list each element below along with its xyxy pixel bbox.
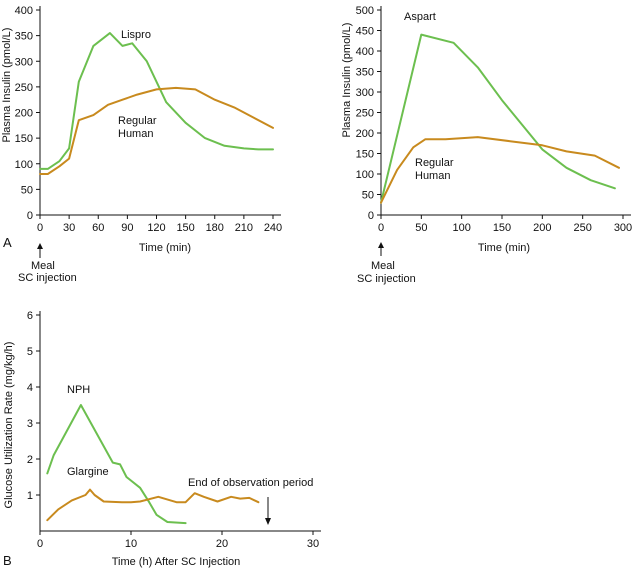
chart3-y-tick-label: 5 [27,346,33,358]
chart2-series-regular-human [380,136,620,204]
label-meal-right: Meal [371,260,395,272]
chart2-x-tick-label: 100 [452,222,470,234]
chart2-y-tick-label: 100 [356,169,374,181]
label-sc-injection-right: SC injection [357,273,416,285]
chart3-x-tick-label: 30 [307,538,319,550]
chart1-x-tick-label: 150 [176,222,194,234]
end-observation-arrowhead [265,518,271,525]
chart1-y-tick-label: 200 [15,108,33,120]
chart1-y-tick-label: 250 [15,82,33,94]
chart2-y-tick-label: 50 [362,190,374,202]
chart1-x-tick-label: 180 [206,222,224,234]
chart2-x-tick-label: 200 [533,222,551,234]
chart2-x-axis-label: Time (min) [478,242,530,254]
chart1-x-tick-label: 210 [235,222,253,234]
chart2-y-tick-label: 0 [368,210,374,222]
chart3-series-glargine [46,488,260,522]
chart3-y-tick-label: 3 [27,418,33,430]
label-human-left: Human [118,128,153,140]
chart1-x-tick-label: 240 [264,222,282,234]
chart2-y-tick-label: 150 [356,149,374,161]
chart1-x-tick-label: 60 [92,222,104,234]
chart1-y-tick-label: 400 [15,5,33,17]
chart3-x-tick-label: 10 [125,538,137,550]
label-regular-right: Regular [415,157,454,169]
chart2-x-tick-label: 150 [493,222,511,234]
chart1-series-regular-human [39,86,274,175]
chart1-x-tick-label: 30 [63,222,75,234]
label-nph: NPH [67,384,90,396]
label-glargine: Glargine [67,466,109,478]
chart1-y-tick-label: 0 [27,210,33,222]
chart2-y-tick-label: 400 [356,46,374,58]
chart2-y-tick-label: 350 [356,67,374,79]
chart2-series-aspart [380,33,616,204]
label-meal-left: Meal [31,260,55,272]
chart1-x-tick-label: 90 [121,222,133,234]
chart2-y-tick-label: 300 [356,87,374,99]
chart2-y-tick-label: 200 [356,128,374,140]
chart2-y-axis-label: Plasma Insulin (pmol/L) [341,23,353,138]
chart3-y-tick-label: 1 [27,490,33,502]
chart1-y-tick-label: 100 [15,159,33,171]
chart3-y-axis-label: Glucose Utilization Rate (mg/kg/h) [3,342,15,509]
chart3-x-axis-label: Time (h) After SC Injection [112,556,241,568]
chart3-x-tick-label: 20 [216,538,228,550]
chart3-series-nph [46,404,187,525]
chart1-y-tick-label: 350 [15,31,33,43]
chart2-y-tick-label: 250 [356,108,374,120]
label-sc-injection-left: SC injection [18,272,77,284]
chart3-x-tick-label: 0 [37,538,43,550]
chart1-y-tick-label: 150 [15,133,33,145]
panel-letter-b: B [3,553,12,568]
chart1-x-axis-label: Time (min) [139,242,191,254]
chart1-y-tick-label: 50 [21,184,33,196]
chart2-x-tick-label: 300 [614,222,632,234]
chart3-y-tick-label: 4 [27,382,33,394]
chart2-x-tick-label: 0 [378,222,384,234]
meal-arrowhead-right [378,242,384,248]
chart1-x-tick-label: 0 [37,222,43,234]
chart3-y-tick-label: 2 [27,454,33,466]
chart2-y-tick-label: 450 [356,26,374,38]
meal-arrowhead-left [37,243,43,249]
label-human-right: Human [415,170,450,182]
chart2-x-tick-label: 50 [415,222,427,234]
panel-letter-a: A [3,235,12,250]
chart1-series-lispro [39,32,274,170]
label-lispro: Lispro [121,29,151,41]
chart1-y-tick-label: 300 [15,56,33,68]
chart2-y-tick-label: 500 [356,5,374,17]
chart2-x-tick-label: 250 [573,222,591,234]
label-regular-left: Regular [118,115,157,127]
chart3-y-tick-label: 6 [27,310,33,322]
label-end-observation: End of observation period [188,477,313,489]
chart1-x-tick-label: 120 [147,222,165,234]
chart1-y-axis-label: Plasma Insulin (pmol/L) [1,28,13,143]
label-aspart: Aspart [404,11,436,23]
